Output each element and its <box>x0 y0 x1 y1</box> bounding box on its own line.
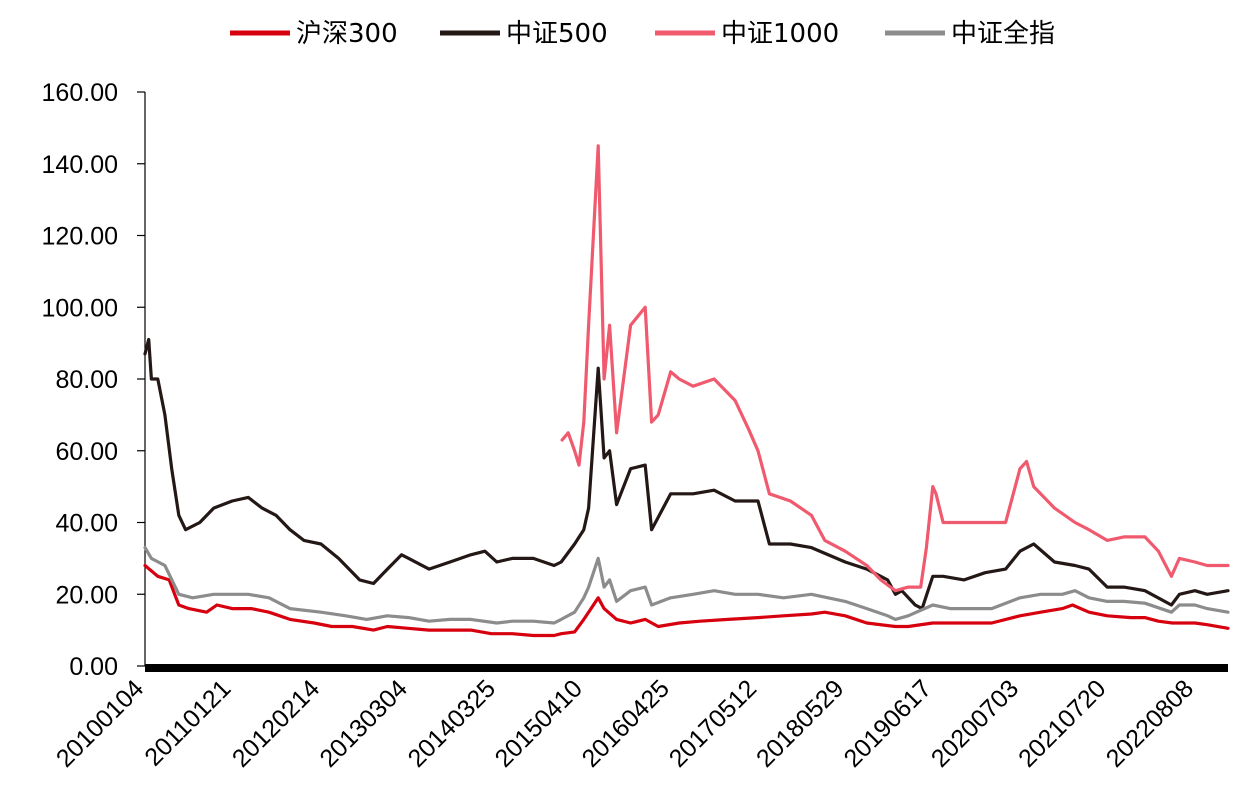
x-tick-label: 20170512 <box>664 674 762 772</box>
x-tick-label: 20150410 <box>490 674 588 772</box>
y-tick-label: 40.00 <box>55 510 118 538</box>
x-tick-label: 20210720 <box>1013 674 1111 772</box>
y-axis: 0.00 20.00 40.00 60.00 80.00 100.00 120.00 140.… <box>42 79 146 681</box>
x-tick-label: 20110121 <box>139 674 236 771</box>
legend-label: 中证500 <box>506 19 608 49</box>
x-tick-label: 20200703 <box>926 674 1024 772</box>
legend-item-4: 中证全指 <box>885 19 1055 49</box>
y-tick-label: 80.00 <box>55 366 118 394</box>
y-tick-label: 60.00 <box>55 438 118 466</box>
legend-label: 中证1000 <box>721 19 839 49</box>
x-tick-label: 20180529 <box>751 674 849 772</box>
y-tick-label: 100.00 <box>42 294 118 322</box>
legend-item-2: 中证500 <box>440 19 608 49</box>
x-tick-label: 20220808 <box>1101 674 1199 772</box>
x-tick-label: 20120214 <box>227 674 326 773</box>
legend-label: 中证全指 <box>951 19 1055 49</box>
y-tick-label: 20.00 <box>55 581 118 609</box>
series-line-1 <box>143 563 1230 638</box>
y-tick-label: 120.00 <box>42 223 118 251</box>
series-line-2 <box>143 337 1230 611</box>
y-tick-label: 0.00 <box>69 653 118 681</box>
x-tick-label: 20160425 <box>577 674 675 772</box>
x-tick-label: 20130304 <box>314 674 413 773</box>
x-axis-line <box>145 664 1228 672</box>
y-tick-label: 160.00 <box>42 79 118 107</box>
legend-item-1: 沪深300 <box>230 19 398 49</box>
legend: 沪深300 中证500 中证1000 中证全指 <box>230 19 1055 49</box>
legend-item-3: 中证1000 <box>655 19 839 49</box>
series-line-3 <box>560 144 1230 593</box>
x-tick-label: 20140325 <box>403 674 501 772</box>
x-tick-label: 20100104 <box>51 674 150 773</box>
series-line-4 <box>143 546 1230 625</box>
legend-label: 沪深300 <box>296 19 398 49</box>
y-tick-label: 140.00 <box>42 151 118 179</box>
x-tick-label: 20190617 <box>839 674 937 772</box>
series-layer <box>143 144 1230 638</box>
x-axis: 2010010420110121201202142013030420140325… <box>51 664 1228 773</box>
